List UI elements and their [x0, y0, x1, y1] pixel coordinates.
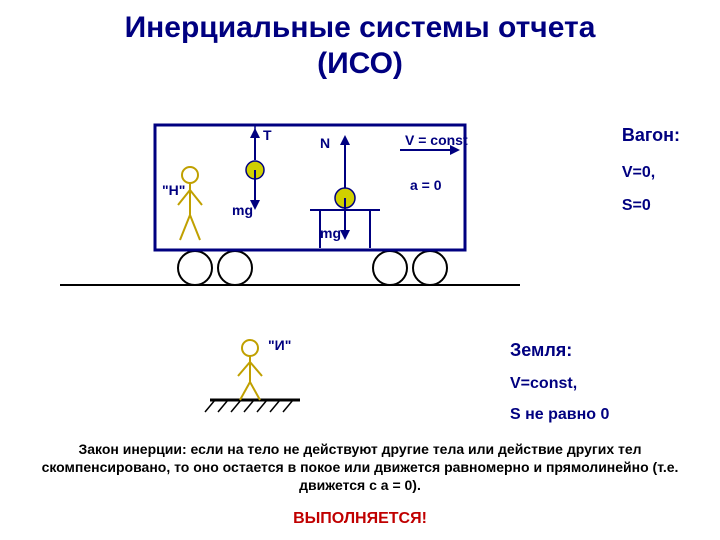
person-i	[238, 340, 262, 400]
wagon-svg: "Н" T mg N mg V = const a = 0	[60, 110, 600, 310]
conclusion-text: ВЫПОЛНЯЕТСЯ!	[0, 510, 720, 528]
wagon-s: S=0	[622, 192, 680, 219]
wagon-heading: Вагон:	[622, 120, 680, 151]
label-vconst: V = const	[405, 132, 468, 148]
title-line2: (ИСО)	[0, 46, 720, 82]
earth-diagram: "И"	[190, 330, 330, 410]
label-t: T	[263, 127, 272, 143]
wagon-text-block: Вагон: V=0, S=0	[622, 120, 680, 219]
wagon-v: V=0,	[622, 159, 680, 186]
label-a0: a = 0	[410, 177, 442, 193]
label-mg2: mg	[320, 225, 341, 241]
law-of-inertia: Закон инерции: если на тело не действуют…	[30, 440, 690, 495]
title-line1: Инерциальные системы отчета	[0, 10, 720, 46]
page-title: Инерциальные системы отчета (ИСО)	[0, 0, 720, 82]
earth-heading: Земля:	[510, 335, 609, 366]
earth-text-block: Земля: V=const, S не равно 0	[510, 335, 609, 428]
label-mg1: mg	[232, 202, 253, 218]
earth-v: V=const,	[510, 370, 609, 397]
earth-s: S не равно 0	[510, 401, 609, 428]
label-n: N	[320, 135, 330, 151]
earth-svg: "И"	[190, 330, 330, 420]
label-i: "И"	[268, 337, 291, 353]
wagon-diagram: "Н" T mg N mg V = const a = 0	[60, 110, 600, 310]
label-h: "Н"	[162, 182, 185, 198]
